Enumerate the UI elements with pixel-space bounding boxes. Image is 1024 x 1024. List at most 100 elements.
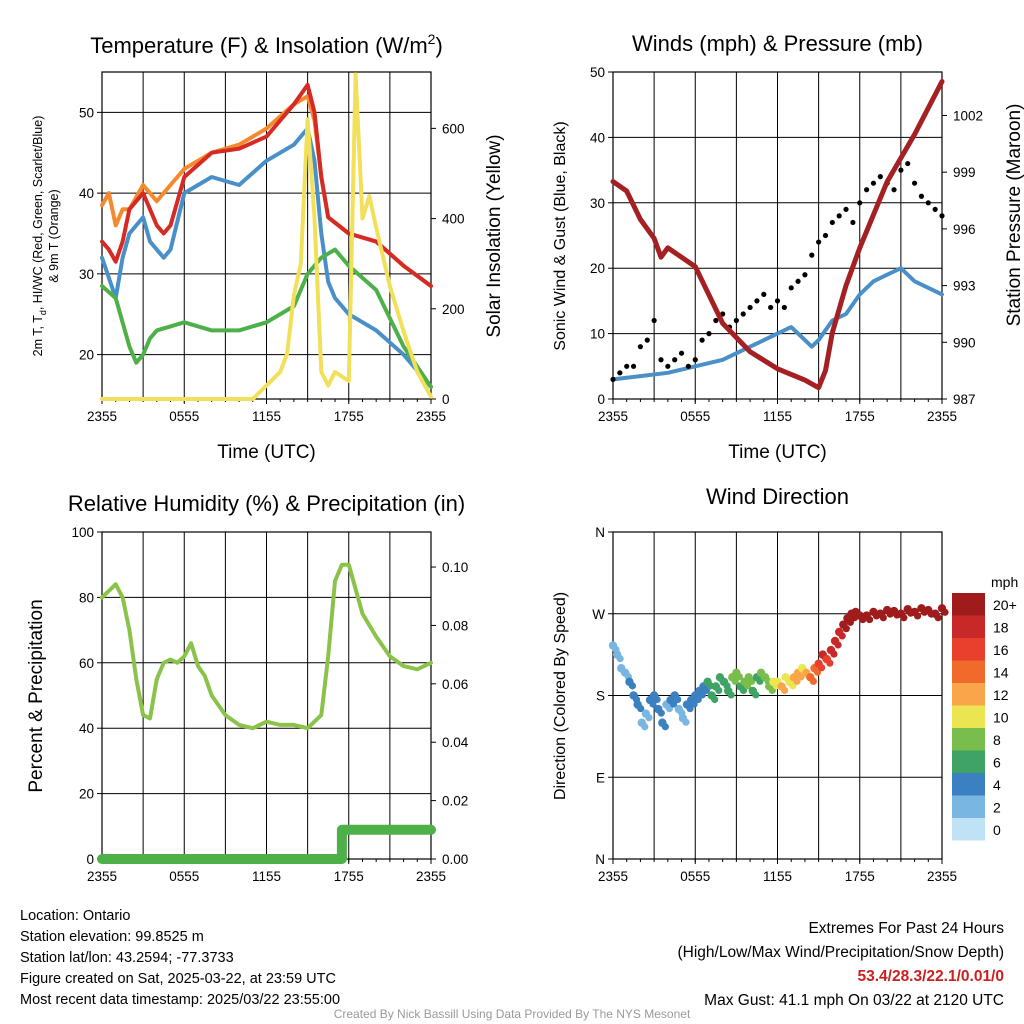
gust-point xyxy=(747,304,753,311)
y-right-tick-label: 0.02 xyxy=(442,794,468,809)
y-right-tick-label: 400 xyxy=(442,212,465,227)
gust-point xyxy=(939,213,945,219)
extremes-title: Extremes For Past 24 Hours xyxy=(808,920,1004,937)
y-tick-label: 0 xyxy=(86,852,94,867)
title-tail: ) xyxy=(435,33,442,58)
series-line-solar-insolation-yellow xyxy=(100,72,433,401)
direction-point xyxy=(830,650,838,658)
gust-point xyxy=(843,206,849,212)
legend-label: 18 xyxy=(993,620,1009,636)
y-tick-label: 30 xyxy=(590,196,605,211)
direction-point xyxy=(900,614,908,622)
y-right-tick-label: 0.10 xyxy=(442,560,468,575)
y-right-tick-label: 200 xyxy=(442,302,465,317)
x-tick-label: 1755 xyxy=(334,869,364,884)
x-tick-label: 1155 xyxy=(252,869,281,884)
speed-legend: mph 20+ 18 16 14 12 10 8 6 4 2 0 xyxy=(952,574,1018,841)
gust-point xyxy=(774,298,781,304)
direction-point xyxy=(781,686,789,695)
legend-label: 16 xyxy=(993,642,1009,658)
gust-point xyxy=(822,232,829,239)
y-tick-label: 0 xyxy=(597,392,605,407)
x-tick-label: 2355 xyxy=(598,869,628,884)
x-tick-label: 1755 xyxy=(845,869,875,884)
legend-swatch xyxy=(952,638,985,661)
legend-swatch xyxy=(952,593,985,616)
gust-point xyxy=(925,200,931,206)
direction-point xyxy=(752,691,760,699)
direction-point xyxy=(818,664,826,672)
gust-point xyxy=(692,357,698,363)
y-tick-label: 40 xyxy=(79,721,94,736)
legend-label: 8 xyxy=(993,732,1001,748)
y-tick-label: 10 xyxy=(590,327,605,342)
y-tick-label: 40 xyxy=(79,186,94,201)
legend-swatch xyxy=(952,705,985,728)
direction-point xyxy=(809,677,818,685)
gust-point xyxy=(795,278,801,284)
series-line-precipitation xyxy=(97,824,436,864)
y-tick-label: 20 xyxy=(79,787,94,802)
gust-point xyxy=(624,363,630,369)
series-line-relative-humidity xyxy=(100,562,433,731)
x-tick-label: 2355 xyxy=(598,409,628,424)
direction-point xyxy=(641,723,649,731)
gust-point xyxy=(651,317,657,324)
x-tick-label: 1755 xyxy=(845,409,875,424)
panel-title: Relative Humidity (%) & Precipitation (i… xyxy=(68,491,465,516)
max-gust-text: Max Gust: 41.1 mph On 03/22 at 2120 UTC xyxy=(704,992,1004,1009)
y-right-tick-label: 0.04 xyxy=(442,735,469,750)
legend-label: 0 xyxy=(993,822,1001,838)
gust-point xyxy=(809,252,815,258)
legend-swatch xyxy=(952,683,985,706)
y-axis-label-line2: & 9m T (Orange) xyxy=(47,189,61,282)
y-tick-label: 60 xyxy=(79,656,94,671)
direction-point xyxy=(838,632,846,640)
latlon-text: Station lat/lon: 43.2594; -77.3733 xyxy=(20,950,234,966)
y-right-tick-label: 0.06 xyxy=(442,677,468,692)
extremes-values: 53.4/28.3/22.1/0.01/0 xyxy=(857,968,1004,985)
legend-swatch xyxy=(952,795,985,818)
direction-point xyxy=(941,608,949,616)
x-tick-label: 2355 xyxy=(927,409,957,424)
panel-direction: 2355 0555 1155 1755 2355 N E S W N xyxy=(592,525,957,884)
gust-point xyxy=(905,160,911,167)
x-tick-label: 2355 xyxy=(87,409,117,424)
direction-point xyxy=(934,614,942,622)
series-line-2m-t-red xyxy=(100,82,433,288)
gust-point xyxy=(658,357,664,363)
gust-point xyxy=(768,304,774,311)
y-axis-label: Percent & Precipitation xyxy=(26,599,47,792)
y-right-tick-label: 987 xyxy=(953,392,976,407)
y-tick-label: N xyxy=(595,525,605,540)
panel-temperature: 2355 0555 1155 1755 2355 20 30 40 50 0 200 400 600 xyxy=(79,71,465,424)
gust-point xyxy=(678,350,685,356)
x-tick-label: 2355 xyxy=(416,409,446,424)
gust-point xyxy=(740,311,746,317)
gust-point xyxy=(891,187,897,193)
y-tick-label: 20 xyxy=(590,261,605,276)
extremes-subtitle: (High/Low/Max Wind/Precipitation/Snow De… xyxy=(677,944,1005,961)
created-text: Figure created on Sat, 2025-03-22, at 23… xyxy=(20,971,336,987)
y-right-axis-label: Solar Insolation (Yellow) xyxy=(484,134,505,337)
y-tick-label: 80 xyxy=(79,590,94,605)
direction-point xyxy=(842,625,850,633)
legend-label: 14 xyxy=(993,665,1009,681)
x-tick-label: 0555 xyxy=(680,409,710,424)
direction-point xyxy=(735,673,743,681)
y-tick-label: E xyxy=(596,770,605,785)
x-tick-label: 2355 xyxy=(87,869,117,884)
gust-point xyxy=(864,187,870,193)
y-right-tick-label: 0.08 xyxy=(442,618,468,633)
gust-point xyxy=(617,370,623,376)
direction-point xyxy=(727,691,735,699)
y-tick-label: 50 xyxy=(79,105,94,120)
series-line-station-pressure-maroon xyxy=(610,79,945,391)
y-right-tick-label: 999 xyxy=(953,165,976,180)
y-tick-label: N xyxy=(595,852,605,867)
gust-point xyxy=(781,304,787,311)
direction-point xyxy=(637,704,645,713)
y-tick-label: 40 xyxy=(590,130,605,145)
direction-point xyxy=(711,695,719,704)
